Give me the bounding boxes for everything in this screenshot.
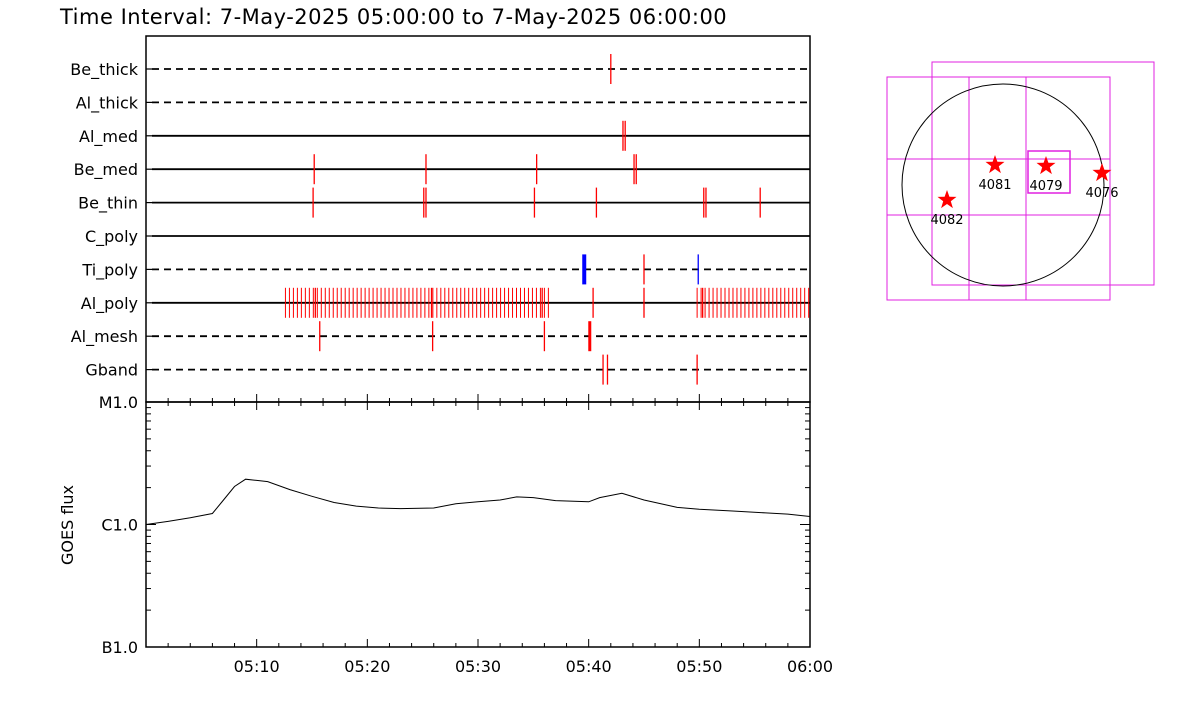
region-star-icon <box>1036 156 1056 175</box>
region-star-icon <box>937 190 957 209</box>
filter-row-al_thick: Al_thick <box>76 93 810 113</box>
filter-row-be_thick: Be_thick <box>70 54 810 84</box>
filter-row-be_med: Be_med <box>74 154 810 185</box>
region-star-icon <box>1092 163 1112 182</box>
filter-row-be_thin: Be_thin <box>78 187 810 218</box>
region-label: 4076 <box>1085 186 1118 201</box>
filter-row-c_poly: C_poly <box>85 227 810 247</box>
filter-label: Ti_poly <box>81 260 138 280</box>
region-label: 4079 <box>1029 179 1062 194</box>
filter-row-al_poly: Al_poly <box>81 287 810 318</box>
region-label: 4081 <box>978 178 1011 193</box>
fov-box-offset <box>931 61 1155 286</box>
filter-label: Al_mesh <box>71 327 138 347</box>
filter-label: Be_thin <box>78 194 138 214</box>
region-label: 4082 <box>930 213 963 228</box>
x-tick-label: 05:30 <box>455 657 501 676</box>
goes-y-axis-label: GOES flux <box>58 485 77 565</box>
y-tick-label: C1.0 <box>101 516 138 535</box>
exposure-x-ticks <box>145 394 811 402</box>
x-tick-label: 05:40 <box>566 657 612 676</box>
sun-map: 4082 4081 4079 4076 <box>886 61 1155 301</box>
solar-disk <box>901 83 1105 287</box>
region-star-icon <box>985 155 1005 174</box>
filter-row-al_mesh: Al_mesh <box>71 321 810 352</box>
goes-x-tick-labels: 05:10 05:20 05:30 05:40 05:50 06:00 <box>234 657 833 676</box>
filter-row-gband: Gband <box>85 354 810 385</box>
filter-label: Al_thick <box>76 93 139 113</box>
active-region-4079: 4079 <box>1029 156 1063 194</box>
active-regions: 4082 4081 4079 4076 <box>930 155 1119 228</box>
goes-x-ticks <box>145 402 811 647</box>
filter-row-al_med: Al_med <box>79 120 810 151</box>
x-tick-label: 05:50 <box>676 657 722 676</box>
goes-panel-frame <box>145 401 811 648</box>
filter-label: Al_poly <box>81 294 138 314</box>
y-tick-label: B1.0 <box>102 638 138 657</box>
x-tick-label: 05:20 <box>344 657 390 676</box>
goes-y-ticks: M1.0 C1.0 B1.0 <box>99 393 810 657</box>
x-tick-label: 06:00 <box>787 657 833 676</box>
filter-label: Be_med <box>74 160 138 180</box>
active-region-4081: 4081 <box>978 155 1012 193</box>
filter-label: Gband <box>85 361 138 380</box>
x-tick-label: 05:10 <box>234 657 280 676</box>
fov-box-large <box>886 76 1111 301</box>
exposure-panel-frame <box>145 35 811 403</box>
filter-rows: Be_thick Al_thick Al_med Be_med Be_thin C_pol… <box>70 54 810 385</box>
y-tick-label: M1.0 <box>99 393 138 412</box>
goes-flux-line <box>145 478 811 525</box>
active-region-4082: 4082 <box>930 190 964 228</box>
filter-label: C_poly <box>85 227 138 247</box>
fov-boxes <box>886 61 1155 301</box>
chart-title: Time Interval: 7-May-2025 05:00:00 to 7-… <box>59 5 727 29</box>
filter-row-ti_poly: Ti_poly <box>81 254 810 285</box>
goes-flux-panel: M1.0C1.0B1.0 GOES flux 05:10 05:20 05:30 05… <box>58 393 833 676</box>
fov-box-small <box>1027 150 1071 194</box>
filter-label: Be_thick <box>70 60 138 80</box>
active-region-4076: 4076 <box>1085 163 1119 201</box>
filter-label: Al_med <box>79 127 138 147</box>
exposure-timeline-panel: Be_thick Al_thick Al_med Be_med Be_thin C_pol… <box>70 35 811 403</box>
